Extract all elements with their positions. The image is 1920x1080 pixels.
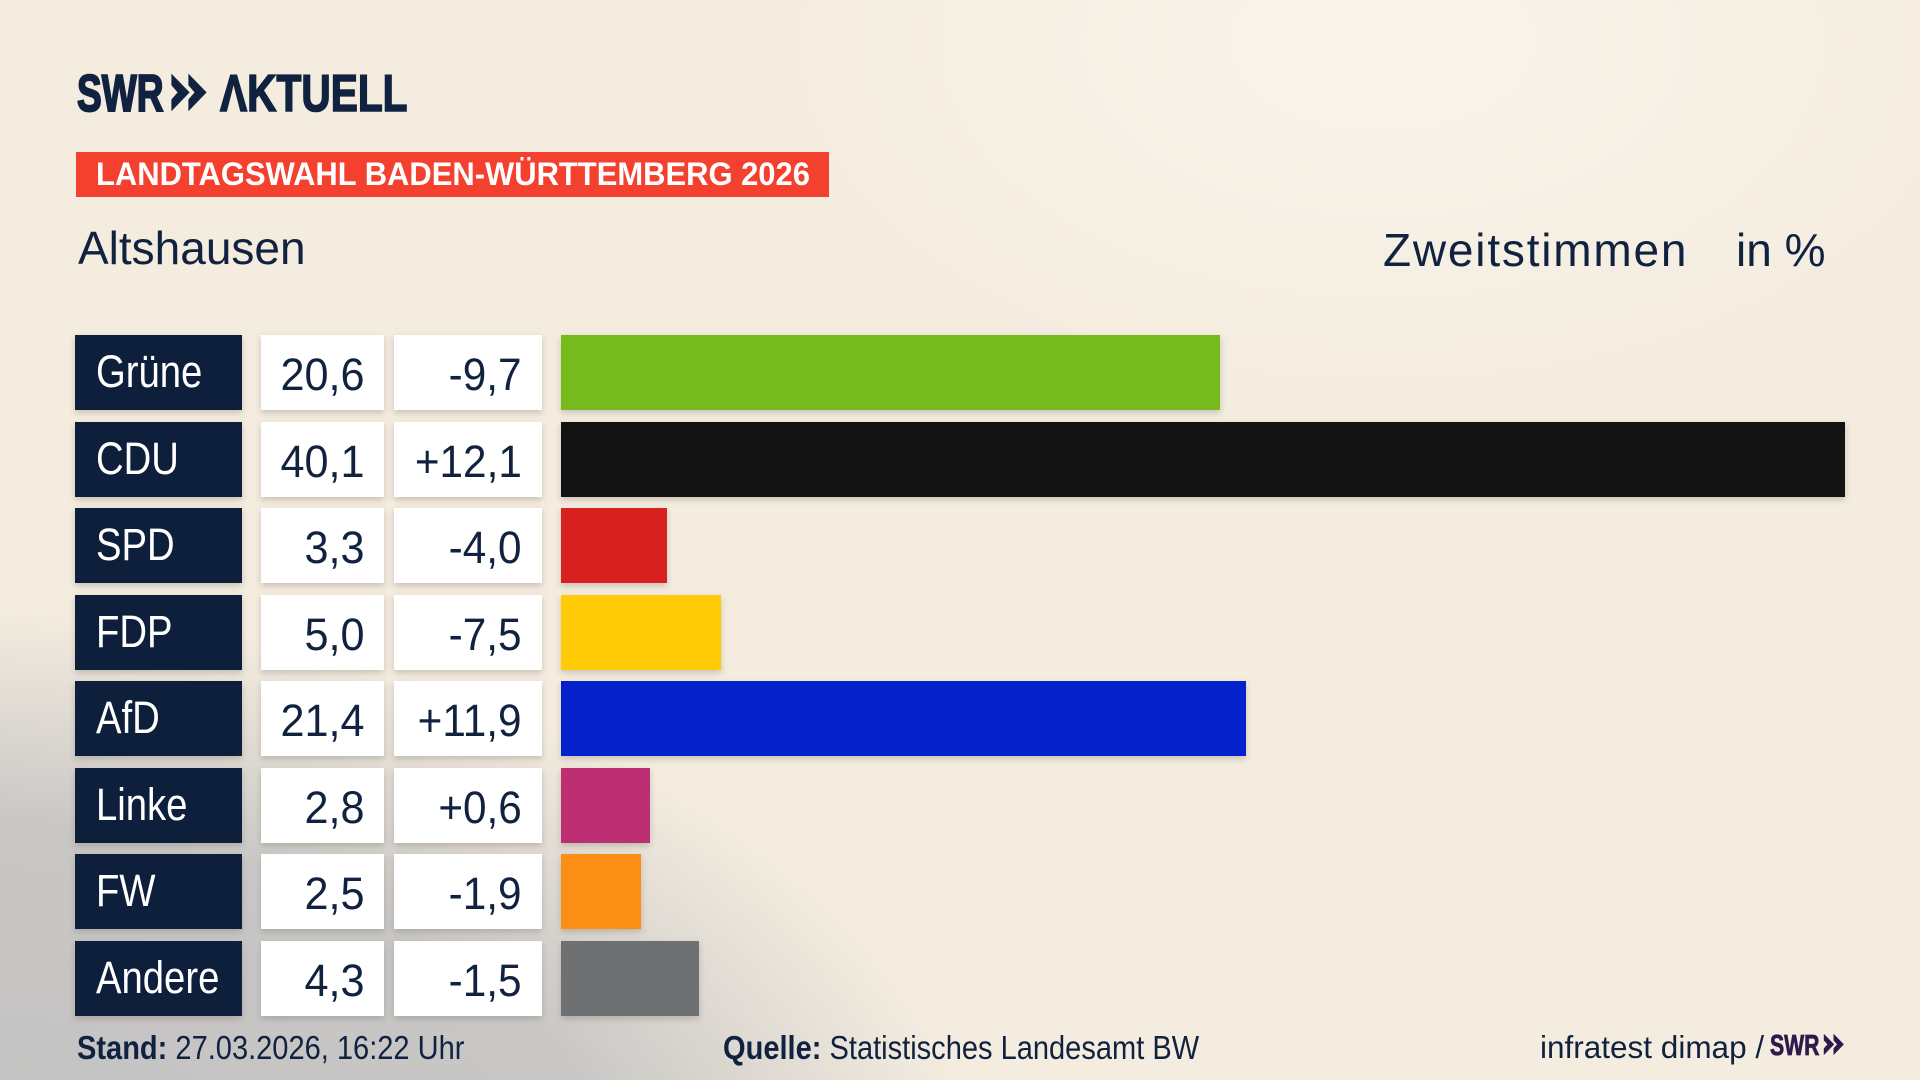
svg-text:ΛKTUELL: ΛKTUELL	[220, 70, 408, 116]
svg-text:SWR: SWR	[77, 70, 164, 116]
svg-text:SWR: SWR	[1770, 1033, 1820, 1057]
